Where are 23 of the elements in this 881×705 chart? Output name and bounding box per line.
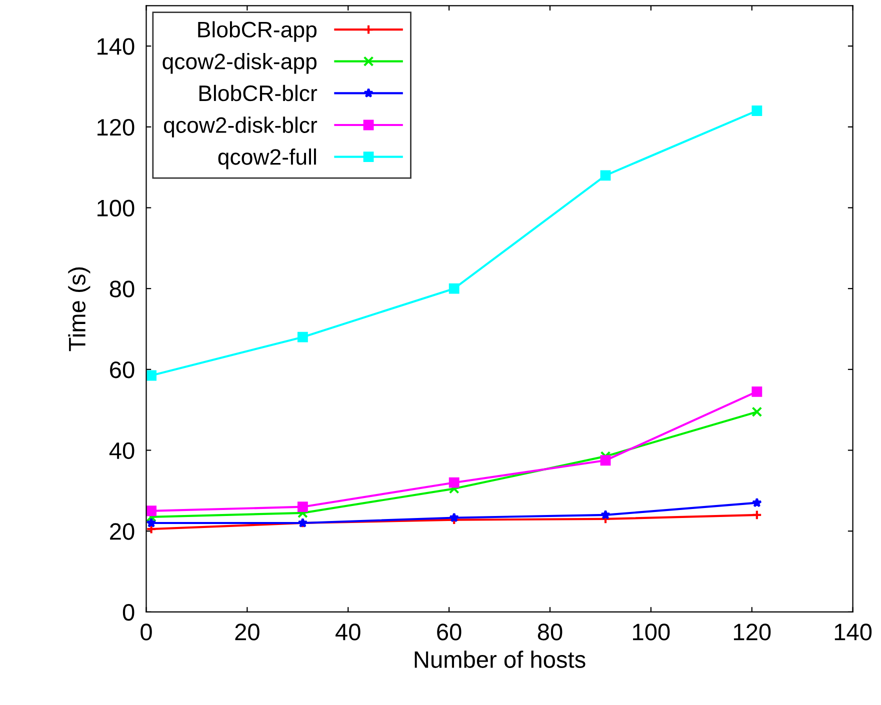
x-tick-label: 120 bbox=[734, 624, 771, 640]
x-tick-label: 80 bbox=[538, 624, 562, 640]
y-tick-label: 80 bbox=[110, 280, 134, 298]
x-tick-label: 40 bbox=[336, 624, 360, 640]
legend-label: BlobCR-blcr bbox=[199, 84, 318, 102]
y-tick-label: 0 bbox=[122, 604, 134, 621]
x-tick-label: 60 bbox=[437, 624, 462, 640]
y-tick-label: 60 bbox=[110, 361, 134, 378]
y-tick-label: 120 bbox=[98, 118, 134, 136]
x-tick-label: 0 bbox=[140, 624, 152, 640]
legend-label: BlobCR-app bbox=[198, 21, 316, 42]
x-tick-label: 20 bbox=[235, 624, 260, 640]
y-tick-label: 140 bbox=[98, 38, 134, 55]
y-tick-label: 100 bbox=[98, 200, 134, 217]
y-tick-label: 20 bbox=[110, 523, 134, 540]
x-axis-title: Number of hosts bbox=[414, 650, 586, 668]
x-tick-label: 100 bbox=[633, 624, 670, 640]
legend-label: qcow2-full bbox=[218, 148, 316, 170]
y-tick-label: 40 bbox=[109, 442, 134, 460]
y-axis-title: Time (s) bbox=[68, 267, 90, 352]
x-tick-label: 140 bbox=[834, 624, 872, 640]
legend-label: qcow2-disk-blcr bbox=[164, 116, 318, 138]
legend-label: qcow2-disk-app bbox=[162, 53, 316, 74]
